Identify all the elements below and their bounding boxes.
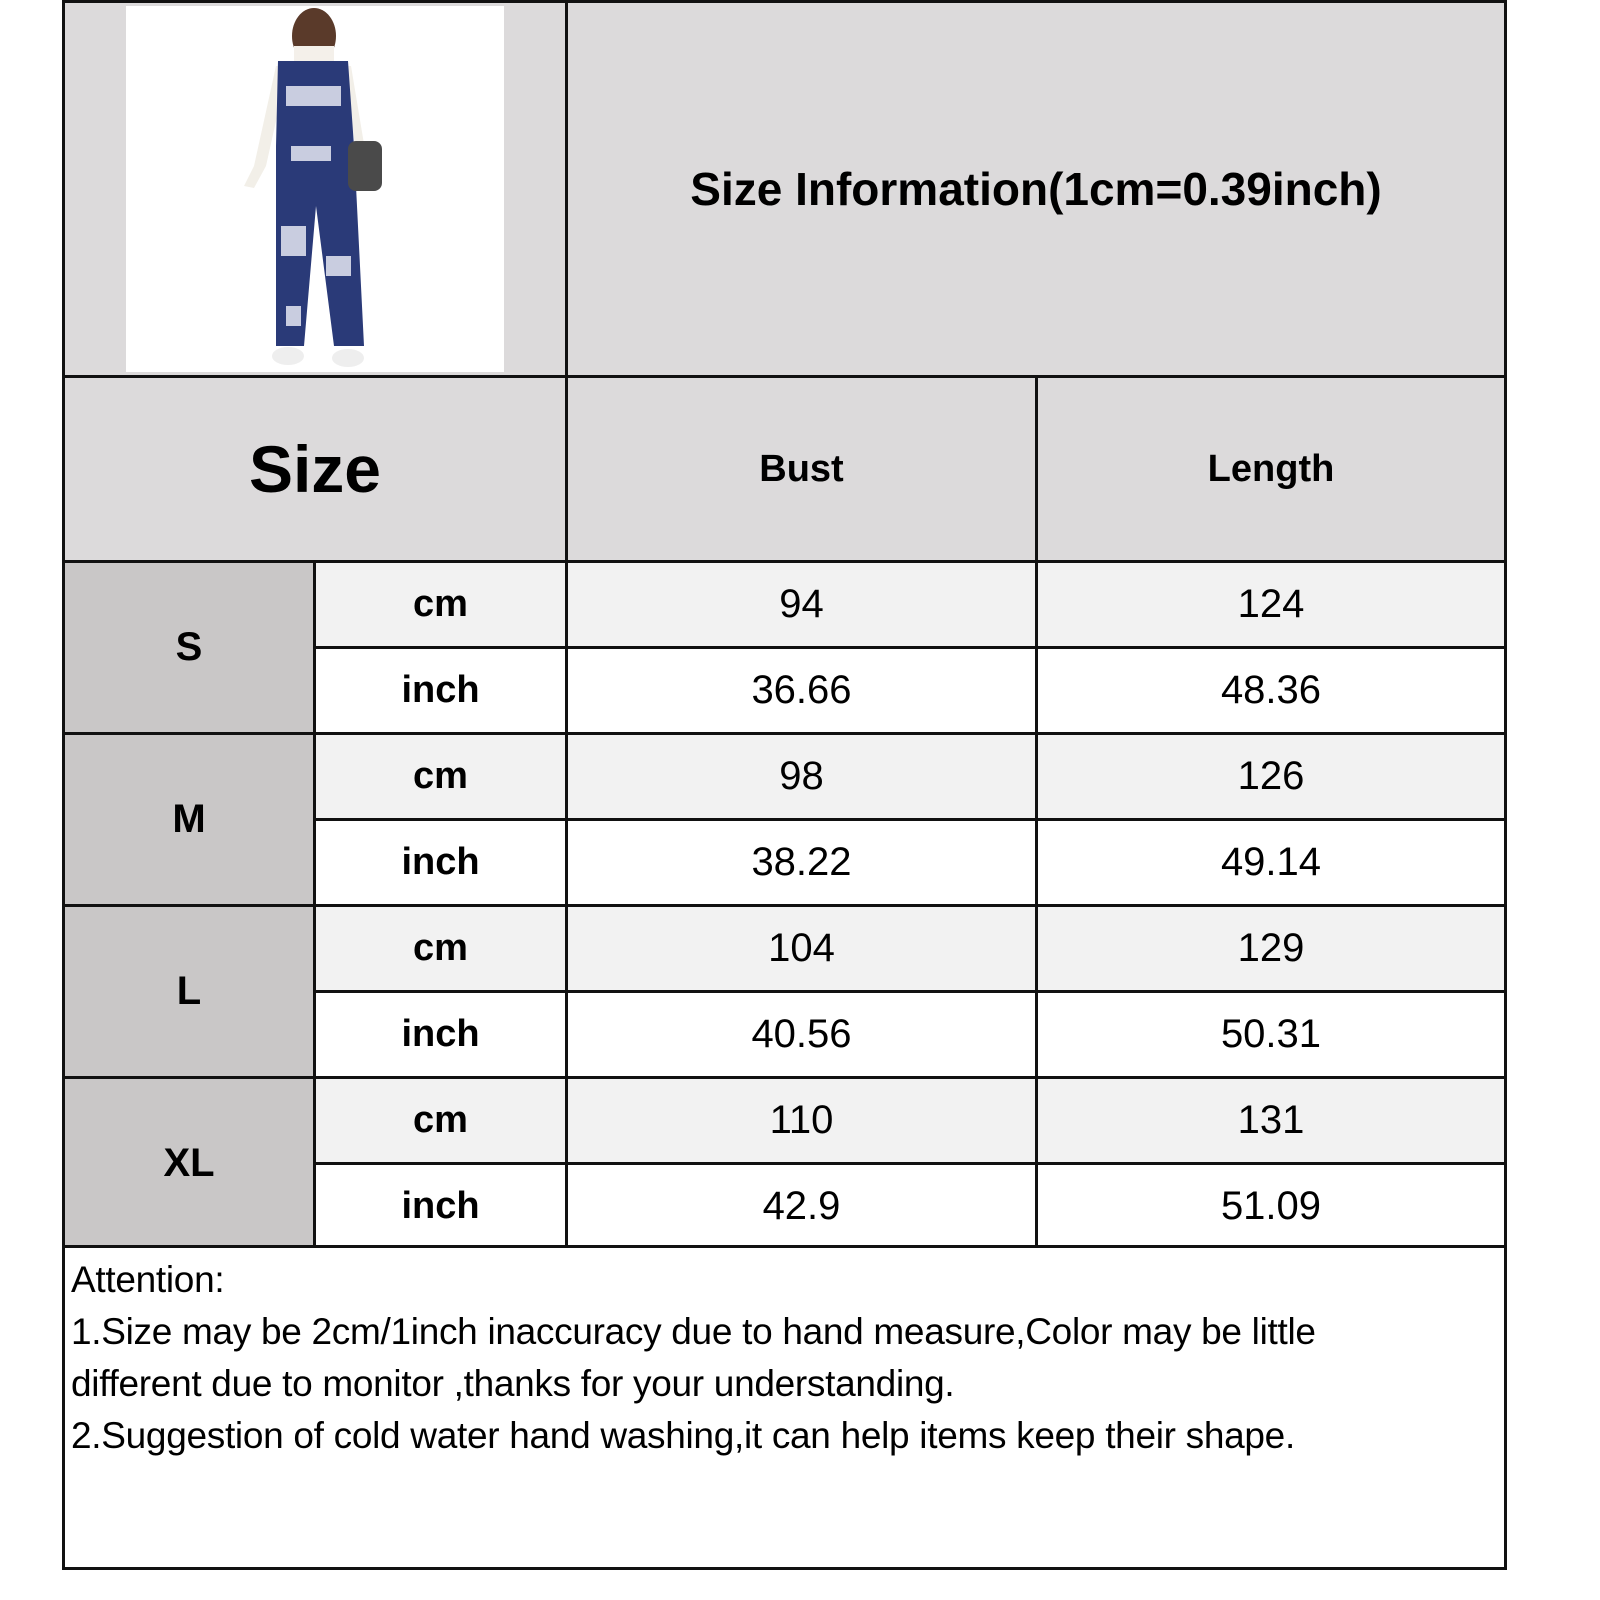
length-value: 51.09 [1220,1184,1322,1228]
notes-heading: Attention: [71,1259,225,1300]
unit-label: inch [401,841,480,883]
unit-cell-cm: cm [313,1076,568,1165]
bust-value: 42.9 [762,1184,841,1228]
size-label-text: L [176,969,202,1013]
header-size: Size [62,375,568,563]
note-line-2: different due to monitor ,thanks for you… [71,1363,955,1404]
unit-label: cm [413,1099,468,1141]
unit-label: inch [401,1013,480,1055]
size-label-m: M [62,732,316,907]
unit-label: inch [401,669,480,711]
bust-value-cell: 40.56 [565,990,1038,1079]
bust-value-cell: 42.9 [565,1162,1038,1251]
unit-cell-cm: cm [313,560,568,649]
length-value-cell: 48.36 [1035,646,1507,735]
unit-cell-cm: cm [313,904,568,993]
length-value: 131 [1237,1098,1305,1142]
size-label-l: L [62,904,316,1079]
bust-value: 98 [779,754,824,798]
bust-value: 104 [768,926,835,970]
length-value: 126 [1237,754,1305,798]
length-value-cell: 129 [1035,904,1507,993]
unit-label: inch [401,1185,480,1227]
header-bust: Bust [565,375,1038,563]
header-bust-label: Bust [759,447,844,490]
header-length-label: Length [1207,447,1335,490]
unit-cell-cm: cm [313,732,568,821]
unit-cell-inch: inch [313,818,568,907]
bust-value: 110 [769,1098,834,1142]
bust-value: 38.22 [751,840,852,884]
size-label-xl: XL [62,1076,316,1251]
product-photo [126,6,504,372]
bust-value-cell: 38.22 [565,818,1038,907]
size-label-text: S [175,625,203,669]
header-size-label: Size [248,432,382,506]
unit-cell-inch: inch [313,990,568,1079]
product-photo-cell [62,0,568,378]
bust-value-cell: 110 [565,1076,1038,1165]
length-value: 49.14 [1220,840,1322,884]
chart-title: Size Information(1cm=0.39inch) [690,163,1382,215]
bust-value: 94 [779,582,824,626]
bust-value: 40.56 [751,1012,852,1056]
unit-label: cm [413,755,468,797]
unit-label: cm [413,583,468,625]
length-value: 129 [1237,926,1305,970]
length-value: 124 [1237,582,1305,626]
bust-value-cell: 94 [565,560,1038,649]
header-length: Length [1035,375,1507,563]
unit-cell-inch: inch [313,646,568,735]
unit-label: cm [413,927,468,969]
length-value-cell: 49.14 [1035,818,1507,907]
note-line-1: 1.Size may be 2cm/1inch inaccuracy due t… [71,1311,1316,1352]
unit-cell-inch: inch [313,1162,568,1251]
length-value-cell: 131 [1035,1076,1507,1165]
length-value-cell: 126 [1035,732,1507,821]
length-value: 50.31 [1220,1012,1322,1056]
attention-notes: Attention: 1.Size may be 2cm/1inch inacc… [62,1245,1507,1570]
size-label-s: S [62,560,316,735]
bust-value: 36.66 [751,668,852,712]
length-value-cell: 50.31 [1035,990,1507,1079]
length-value-cell: 51.09 [1035,1162,1507,1251]
size-label-text: XL [163,1141,215,1185]
bust-value-cell: 104 [565,904,1038,993]
size-label-text: M [172,797,206,841]
chart-title-cell: Size Information(1cm=0.39inch) [565,0,1507,378]
bust-value-cell: 36.66 [565,646,1038,735]
length-value: 48.36 [1220,668,1322,712]
note-line-3: 2.Suggestion of cold water hand washing,… [71,1415,1295,1456]
length-value-cell: 124 [1035,560,1507,649]
bust-value-cell: 98 [565,732,1038,821]
